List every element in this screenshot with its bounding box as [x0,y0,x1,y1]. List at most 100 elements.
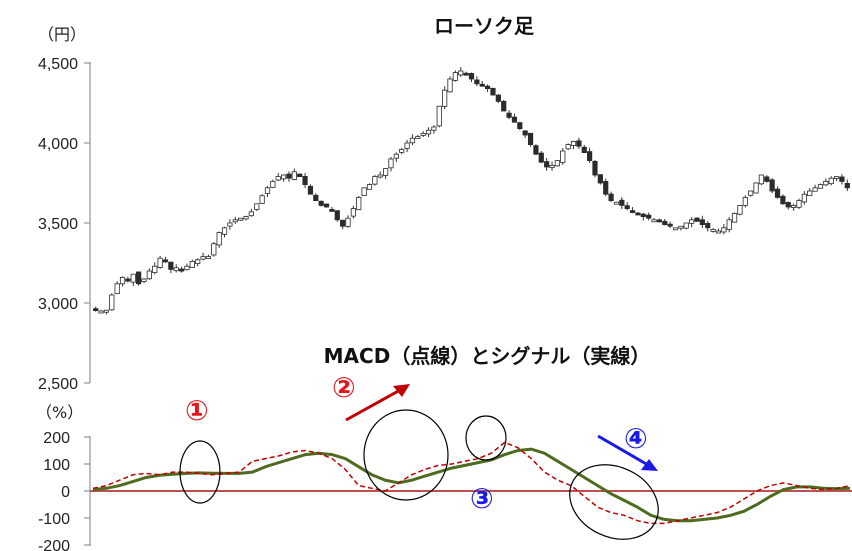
candle-body [715,230,722,234]
candle-body [672,227,679,231]
candle-body [302,176,308,185]
candle-body [157,257,163,268]
candle-body [248,211,254,217]
candle-body [495,94,501,102]
candle-body [125,278,131,282]
candle-body [592,160,598,176]
marker-3: ③ [470,482,494,515]
candle-body [737,204,743,215]
candle-body [146,270,152,280]
marker-2: ② [332,371,356,404]
candle-body [764,176,770,182]
candle-body [313,194,319,202]
candle-body [334,210,340,221]
candle-body [468,73,475,80]
candle-body [114,283,120,295]
candle-body [823,180,829,186]
candle-body [297,173,303,178]
candle-body [361,187,367,196]
candle-body [506,112,512,118]
candle-body [613,201,620,205]
candle-body [254,203,260,211]
candle-body [162,259,169,263]
candle-body [758,174,765,185]
candle-body [270,180,276,188]
candle-body [501,100,507,112]
candle-body [570,140,577,146]
candle-body [629,210,636,213]
candle-body [753,182,759,194]
candle-body [399,148,405,153]
candle-body [221,227,228,235]
candle-body [243,216,249,220]
annotation-ellipse-1 [179,440,221,504]
candle-body [141,278,147,283]
candle-body [699,219,705,225]
candle-body [565,144,571,150]
price-tick-label: 4,500 [38,56,78,73]
candle-body [447,78,453,93]
candle-body [635,212,641,216]
candle-body [93,308,99,312]
candle-body [731,212,738,223]
candle-body [833,176,840,180]
candle-body [527,132,534,145]
candle-body [603,181,609,195]
candle-body [189,260,195,268]
price-y-ticks: 4,500 4,000 3,500 3,000 2,500 [38,56,90,393]
candle-body [812,187,818,192]
candle-body [791,204,797,208]
candle-body [554,160,561,167]
candle-body [474,79,480,85]
candle-body [656,219,663,223]
candle-body [211,243,217,256]
candle-body [280,174,287,180]
candle-body [640,213,646,218]
candle-body [232,219,238,223]
candle-body [227,222,233,227]
candle-body [522,130,528,136]
macd-tick-label: 0 [61,484,70,501]
candle-body [780,195,786,205]
candle-body [544,161,550,168]
annotation-ellipse-3 [465,415,507,461]
candle-body [109,294,115,311]
candle-body [340,219,346,227]
candle-body [748,190,754,196]
candle-body [404,142,410,149]
candle-body [130,273,136,283]
candle-body [350,208,356,217]
macd-panel: MACD（点線）とシグナル（実線） （%） 200 100 0 -100 -200 [36,344,852,551]
candle-body [431,126,437,131]
candle-body [388,158,394,169]
candle-body [307,185,314,195]
candle-body [721,227,727,233]
candle-body [382,168,389,176]
up-arrow-head-icon [393,384,410,397]
candle-body [694,217,700,222]
candle-body [136,271,142,285]
candle-body [479,83,485,87]
candle-body [839,176,845,182]
candle-body [597,174,603,184]
candle-body [608,193,614,202]
candle-body [291,171,297,180]
candle-body [98,310,104,314]
candle-body [178,268,185,272]
candle-body [119,276,126,285]
candle-body [366,184,373,190]
candle-body [442,89,448,107]
price-unit-label: （円） [38,25,86,44]
candle-body [817,184,824,189]
candle-body [264,187,271,194]
candle-body [576,140,582,147]
up-arrow-icon [345,387,403,422]
price-tick-label: 3,500 [38,216,78,233]
candle-body [726,219,732,230]
candle-body [216,232,222,246]
price-tick-label: 4,000 [38,136,78,153]
macd-tick-label: 200 [43,430,70,447]
signal-line [92,447,851,523]
candle-body [259,195,265,204]
